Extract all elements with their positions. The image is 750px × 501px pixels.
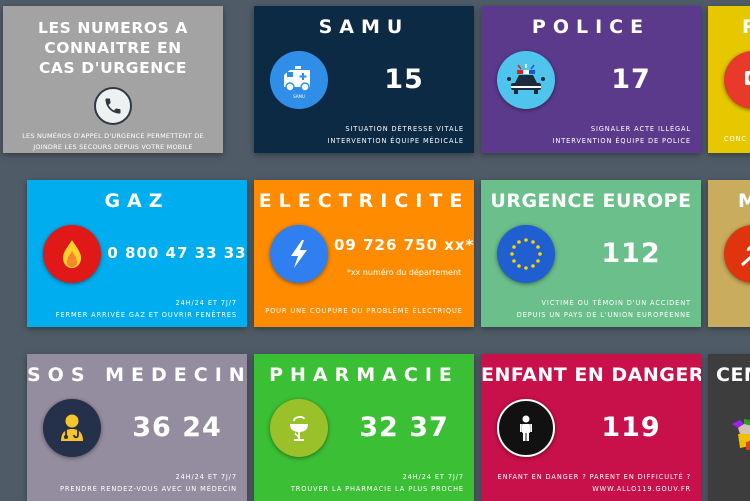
phone-number[interactable]: 36 24 (107, 412, 247, 443)
phone-number[interactable]: 17 (561, 64, 701, 95)
phone-number[interactable]: 112 (561, 238, 701, 269)
electricite-card[interactable]: ELECTRICITE 09 726 750 xx* *xx numéro du… (254, 180, 474, 327)
card-description: CONC (724, 133, 747, 145)
description-line: Prendre rendez-vous avec un médecin (60, 483, 237, 495)
intro-title: LES NUMEROS A CONNAITRE EN CAS D'URGENCE (3, 18, 223, 78)
intro-subtitle-line: joindre les secours depuis votre mobile (3, 142, 223, 153)
card-description: Pour une coupure ou problème électrique (254, 305, 474, 317)
card-description: 24h/24 et 7j/7 Prendre rendez-vous avec … (60, 471, 237, 495)
phone-number[interactable]: 32 37 (334, 412, 474, 443)
description-line: 24h/24 et 7j/7 (56, 297, 237, 309)
description-line: Situation détresse vitale (328, 123, 465, 135)
card-title: PHARMACIE (254, 364, 474, 386)
card-description: 24h/24 et 7j/7 Fermer arrivée gaz et ouv… (56, 297, 237, 321)
flame-icon (43, 225, 101, 283)
pharmacie-card[interactable]: PHARMACIE 32 37 24h/24 et 7j/7 Trouver l… (254, 354, 474, 501)
description-line: Fermer arrivée gaz et ouvrir fenêtres (56, 309, 237, 321)
card-title: ENFANT EN DANGER (481, 364, 701, 386)
svg-text:SAMU: SAMU (293, 94, 305, 99)
malentendants-card-partial[interactable]: M (708, 180, 750, 327)
eu-flag-icon (497, 225, 555, 283)
description-line: 24h/24 et 7j/7 (60, 471, 237, 483)
card-description: Signaler acte illégal Intervention équip… (553, 123, 691, 147)
card-title: M (738, 190, 750, 212)
ambulance-icon: SAMU (270, 51, 328, 109)
intro-title-line: LES NUMEROS A (3, 18, 223, 38)
card-title: SOS MEDECIN (27, 364, 247, 386)
intro-subtitle: Les numéros d'appel d'urgence permettent… (3, 131, 223, 153)
intro-title-line: CAS D'URGENCE (3, 58, 223, 78)
police-car-icon (497, 51, 555, 109)
description-line: Pour une coupure ou problème électrique (254, 305, 474, 317)
intro-subtitle-line: Les numéros d'appel d'urgence permettent… (3, 131, 223, 142)
card-description: 24h/24 et 7j/7 Trouver la pharmacie la p… (291, 471, 464, 495)
doctor-icon (43, 399, 101, 457)
phone-number[interactable]: 0 800 47 33 33 (107, 244, 247, 262)
police-card[interactable]: POLICE 17 Signaler acte illégal Interven… (481, 6, 701, 153)
europe-card[interactable]: URGENCE EUROPE 112 Victime ou témoin d'u… (481, 180, 701, 327)
description-line: Trouver la pharmacie la plus proche (291, 483, 464, 495)
lightning-icon (270, 225, 328, 283)
child-icon (497, 399, 555, 457)
card-title: URGENCE EUROPE (481, 190, 701, 212)
description-line: Enfant en danger ? Parent en difficulté … (498, 471, 692, 483)
phone-icon (94, 87, 132, 125)
intro-card: LES NUMEROS A CONNAITRE EN CAS D'URGENCE… (3, 6, 223, 153)
enfant-danger-card[interactable]: ENFANT EN DANGER 119 Enfant en danger ? … (481, 354, 701, 501)
description-line: CONC (724, 133, 747, 145)
card-title: CEM (716, 364, 750, 386)
description-line: Intervention équipe médicale (328, 135, 465, 147)
description-line: 24h/24 et 7j/7 (291, 471, 464, 483)
sos-medecin-card[interactable]: SOS MEDECIN 36 24 24h/24 et 7j/7 Prendre… (27, 354, 247, 501)
card-title: SAMU (254, 16, 474, 38)
cem-card-partial[interactable]: CEM (708, 354, 750, 501)
hearing-impaired-icon (724, 225, 750, 283)
fire-phone-icon: POI (724, 51, 750, 109)
description-line: depuis un pays de l'Union Européenne (517, 309, 691, 321)
phone-number[interactable]: 15 (334, 64, 474, 95)
description-line: Victime ou témoin d'un accident (517, 297, 691, 309)
website-link[interactable]: www.allo119.gouv.fr (498, 483, 692, 495)
card-description: Enfant en danger ? Parent en difficulté … (498, 471, 692, 495)
card-title: ELECTRICITE (254, 190, 474, 212)
card-title: P (742, 16, 750, 38)
intro-title-line: CONNAITRE EN (3, 38, 223, 58)
pharmacy-icon (270, 399, 328, 457)
phone-number[interactable]: 119 (561, 412, 701, 443)
gaz-card[interactable]: GAZ 0 800 47 33 33 24h/24 et 7j/7 Fermer… (27, 180, 247, 327)
number-footnote: *xx numéro du département (334, 268, 474, 277)
france-map-icon (728, 416, 750, 460)
card-title: POLICE (481, 16, 701, 38)
pompiers-card-partial[interactable]: P POI CONC (708, 6, 750, 153)
card-description: Victime ou témoin d'un accident depuis u… (517, 297, 691, 321)
samu-card[interactable]: SAMU SAMU 15 Situation détresse vitale I… (254, 6, 474, 153)
card-title: GAZ (27, 190, 247, 212)
description-line: Signaler acte illégal (553, 123, 691, 135)
phone-number[interactable]: 09 726 750 xx* (334, 236, 474, 254)
card-description: Situation détresse vitale Intervention é… (328, 123, 465, 147)
description-line: Intervention équipe de police (553, 135, 691, 147)
